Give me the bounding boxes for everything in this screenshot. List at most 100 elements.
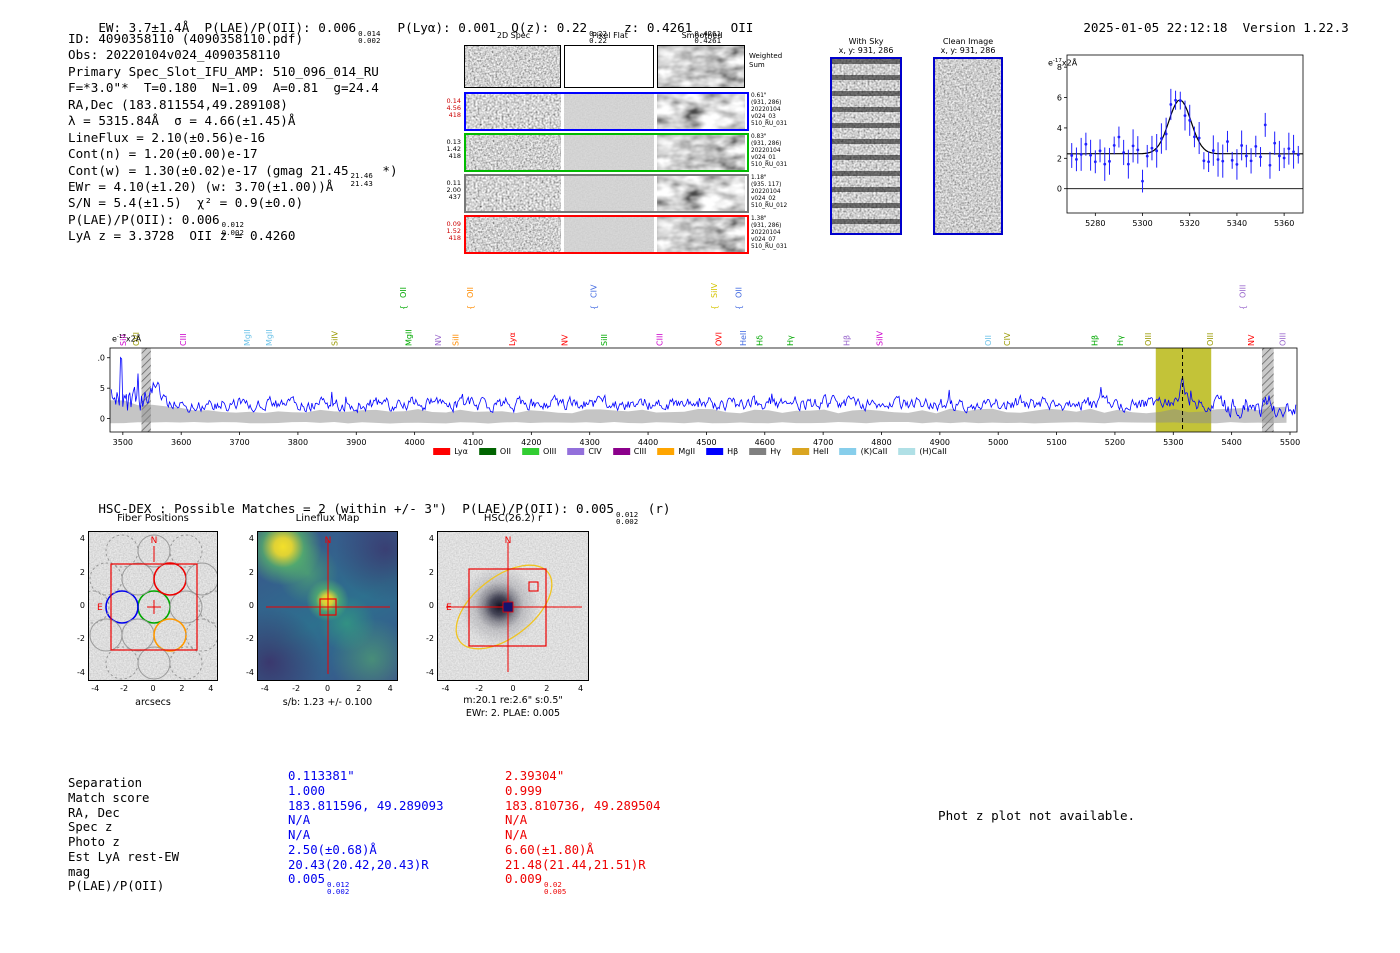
hsc-caption-2: EWr: 2. PLAE: 0.005 — [465, 708, 561, 719]
spec2d-left-value: 2.00 — [446, 186, 461, 195]
legend-label: (K)CaII — [860, 447, 888, 456]
cutout-xtick-label: 4 — [387, 684, 393, 693]
legend-label: OIII — [542, 447, 557, 456]
match-col2: 0.009 0.02 0.005 — [505, 872, 660, 895]
spectrum-legend: Lyα OII OIII CIV CIII MgII Hβ Hγ HeII (K)CaII (H)C… — [433, 447, 947, 456]
spec2d-row-left-labels: 0.14 4.56 418 — [436, 97, 461, 120]
catalog-position-marker — [502, 601, 514, 613]
cutout-xtick-label: 0 — [324, 684, 331, 693]
zoom-corner-units: e-17x2Å — [1048, 58, 1078, 68]
zoom-ytick-label: 6 — [1057, 94, 1062, 103]
extraction-box — [468, 568, 547, 647]
cutout-ytick-label: 4 — [248, 534, 254, 544]
spec2d-row-annotations: 0.61" (931, 286) 20220104 v024_03 510_RU_031 — [751, 93, 795, 128]
match-row-label: Est LyA rest-EW — [68, 849, 180, 864]
info-id: ID: 4090358110 (4090358110.pdf) — [68, 31, 304, 46]
legend-item: Lyα — [433, 447, 468, 456]
match-col1: 0.113381" — [288, 769, 443, 784]
legend-label: CIII — [633, 447, 647, 456]
gmag-uncertainty: 21.46 21.43 — [350, 171, 373, 188]
legend-swatch — [839, 448, 857, 455]
north-label: N — [151, 536, 158, 546]
neighbor-marker-box — [528, 581, 539, 592]
noise-texture — [564, 176, 654, 211]
emission-line-label: MgII — [265, 329, 274, 346]
spectrum-xtick-label: 4700 — [813, 438, 833, 447]
clean-image — [933, 57, 1003, 235]
cutout-xtick-label: 0 — [510, 684, 516, 693]
legend-item: (K)CaII — [839, 447, 888, 456]
match-col2: 21.48(21.44,21.51)R — [505, 858, 660, 873]
spec2d-strip — [466, 176, 561, 211]
spec2d-annotation-line: 20220104 — [751, 147, 781, 154]
info-obs: Obs: 20220104v024_4090358110 — [68, 47, 281, 63]
match-col2-value: 183.810736, 49.289504 — [505, 798, 661, 813]
hsc-caption-1: m:20.1 re:2.6" s:0.5" — [463, 695, 563, 706]
info-redshifts: LyA z = 3.3728 OII z = 0.4260 — [68, 228, 296, 244]
info-cont-w: Cont(w) = 1.30(±0.02)e-17 (gmag 21.45 21.… — [68, 162, 398, 188]
spectrum-xtick-label: 4400 — [638, 438, 658, 447]
info-fparams: F=*3.0"* T=0.180 N=1.09 A=0.81 g=24.4 — [68, 80, 379, 96]
match-col2-value: 2.39304" — [505, 769, 565, 783]
spec2d-strip — [466, 217, 561, 252]
pixelflat-strip — [564, 135, 654, 170]
withsky-subtitle: x, y: 931, 286 — [838, 46, 894, 55]
legend-swatch — [791, 448, 809, 455]
emission-line-label: OII — [984, 335, 993, 346]
cutout-ytick-label: 0 — [79, 601, 85, 610]
fiber-circle — [89, 618, 123, 652]
noise-texture — [466, 94, 561, 129]
match-row-label: P(LAE)/P(OII) — [68, 879, 165, 894]
legend-swatch — [706, 448, 724, 455]
cutout-xtick-label: 2 — [544, 684, 550, 693]
fiber-circle — [137, 646, 171, 680]
spec2d-annotation-line: (935. 117) — [751, 181, 782, 188]
hsc-overlay: NE — [446, 536, 582, 672]
legend-label: CIV — [588, 447, 602, 456]
emission-line-label: SiIV — [331, 330, 340, 346]
cutout-ytick-label: 4 — [428, 534, 434, 544]
spec2d-row-annotations: 1.38" (931, 286) 20220104 v024_07 510_RU_031 — [751, 216, 795, 251]
cutout-ytick-label: -4 — [246, 667, 254, 677]
spectrum-ytick-label: 5 — [100, 384, 105, 393]
spec2d-left-value: 1.42 — [446, 145, 461, 154]
info-ewr: EWr = 4.10(±1.20) (w: 3.70(±1.00))Å — [68, 178, 334, 194]
spec2d-annotation-line: 0.61" — [751, 93, 767, 99]
cutout-xtick-label: -4 — [441, 684, 450, 693]
spec2d-left-value: 437 — [448, 193, 461, 202]
extraction-box — [110, 563, 198, 651]
cutout-ytick-label: 4 — [79, 534, 85, 544]
spec2d-left-value: 0.09 — [446, 220, 461, 228]
cutout-xtick-label: 4 — [208, 684, 214, 693]
noise-texture — [466, 217, 561, 252]
info-cont-n: Cont(n) = 1.20(±0.00)e-17 — [68, 146, 258, 162]
match-col1-value: 2.50(±0.68)Å — [288, 842, 377, 857]
match-row-label: Separation — [68, 776, 143, 790]
match-col2-value: N/A — [505, 828, 528, 842]
cutout-xtick-label: 4 — [578, 684, 584, 693]
zoom-xtick-label: 5300 — [1132, 219, 1152, 228]
match-col1: 2.50(±0.68)Å — [288, 843, 443, 858]
center-box — [319, 598, 337, 616]
spectrum-ytick-label: 0 — [100, 415, 105, 424]
zoom-ytick-label: 8 — [1057, 63, 1062, 72]
match-col2-value: 21.48(21.44,21.51)R — [505, 857, 646, 872]
spec2d-annotation-line: 510_RU_031 — [751, 161, 788, 168]
match-col1-value: N/A — [288, 813, 311, 828]
spec2d-annotation-line: v024_07 — [751, 236, 776, 243]
emission-line-label: CIV — [1003, 332, 1012, 346]
error-band — [110, 400, 1287, 424]
qz-uncertainty: 0.22 0.22 — [589, 28, 607, 46]
east-label: E — [97, 603, 103, 613]
emission-line-label: CIII — [179, 333, 188, 346]
spec2d-left-value: 418 — [448, 234, 461, 243]
emission-line-label: Hγ — [786, 335, 795, 346]
cutout-ytick-label: -4 — [77, 667, 85, 677]
emission-line-label: OIII — [1278, 333, 1287, 346]
emission-line-label: Hβ — [1090, 335, 1099, 346]
info-slot: Primary Spec_Slot_IFU_AMP: 510_096_014_R… — [68, 63, 379, 79]
lineflux-map-title: Lineflux Map — [295, 513, 360, 524]
match-col1: N/A — [288, 828, 443, 843]
